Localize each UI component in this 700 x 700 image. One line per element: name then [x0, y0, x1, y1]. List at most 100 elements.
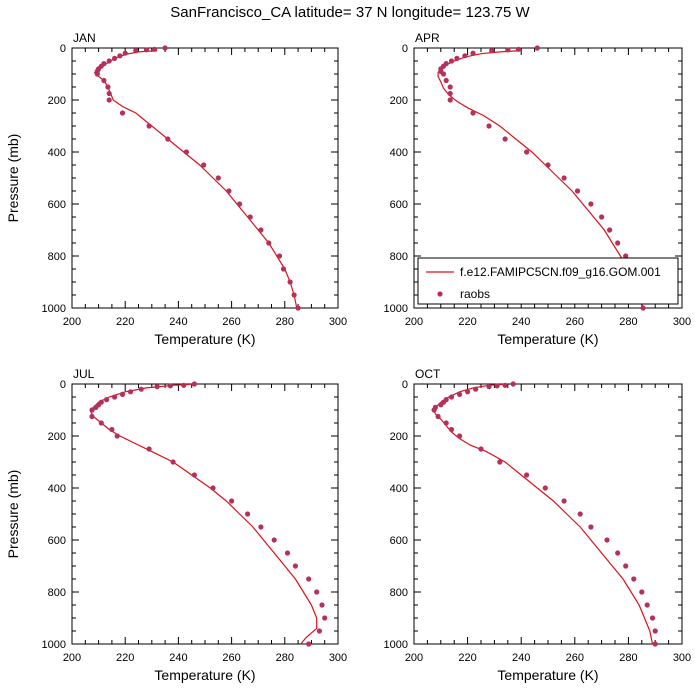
x-tick-label: 280 [276, 652, 294, 664]
raobs-point [561, 498, 567, 504]
raobs-point [623, 563, 629, 569]
y-tick-label: 1000 [42, 303, 66, 315]
x-tick-label: 300 [673, 316, 691, 328]
raobs-point [119, 110, 126, 116]
raobs-point [478, 446, 484, 452]
raobs-point [316, 628, 322, 634]
y-tick-label: 600 [48, 199, 66, 211]
y-tick-label: 0 [60, 379, 66, 391]
y-axis-label: Pressure (mb) [5, 470, 21, 559]
raobs-point [443, 420, 449, 426]
raobs-point [112, 394, 118, 400]
raobs-point [623, 253, 629, 259]
raobs-point [306, 576, 312, 582]
raobs-point [276, 253, 283, 259]
raobs-point [454, 55, 460, 62]
raobs-point [497, 459, 503, 465]
raobs-point [143, 47, 150, 53]
raobs-point [470, 50, 476, 56]
panel-label: OCT [415, 367, 441, 381]
y-tick-label: 400 [390, 483, 408, 495]
y-tick-label: 0 [402, 379, 408, 391]
x-tick-label: 260 [566, 652, 584, 664]
raobs-point [447, 97, 453, 103]
raobs-point [640, 305, 646, 311]
figure-title: SanFrancisco_CA latitude= 37 N longitude… [170, 4, 530, 21]
raobs-point [448, 58, 455, 64]
raobs-point [502, 136, 508, 142]
raobs-point [109, 426, 115, 433]
x-tick-label: 300 [329, 652, 347, 664]
raobs-point [93, 404, 99, 410]
raobs-point [291, 292, 297, 298]
y-tick-label: 200 [48, 431, 66, 443]
y-tick-label: 0 [60, 43, 66, 55]
raobs-point [105, 84, 111, 90]
raobs-point [431, 407, 437, 413]
raobs-point [447, 90, 453, 97]
raobs-point [191, 472, 197, 478]
raobs-point [280, 266, 287, 272]
raobs-point [258, 524, 264, 530]
raobs-point [89, 413, 95, 420]
raobs-point [292, 563, 298, 569]
raobs-point [266, 240, 272, 246]
y-tick-label: 800 [48, 587, 66, 599]
raobs-point [314, 589, 320, 595]
raobs-point [117, 53, 123, 59]
raobs-point [215, 175, 221, 181]
raobs-point [181, 382, 187, 388]
y-tick-label: 1000 [384, 639, 408, 651]
raobs-point [104, 397, 110, 403]
raobs-point [502, 382, 508, 388]
raobs-point [284, 550, 291, 556]
raobs-point [604, 537, 610, 543]
raobs-point [146, 446, 152, 452]
raobs-point [119, 391, 126, 397]
plot-frame [413, 383, 683, 645]
raobs-point [561, 175, 567, 181]
x-tick-label: 280 [619, 316, 637, 328]
raobs-point [271, 537, 277, 543]
raobs-point [473, 386, 479, 392]
y-tick-label: 600 [48, 535, 66, 547]
raobs-point [287, 279, 293, 285]
x-tick-label: 240 [169, 316, 187, 328]
panel-label: APR [415, 31, 440, 45]
raobs-point [89, 407, 95, 413]
raobs-point [165, 136, 171, 142]
raobs-point [245, 511, 251, 517]
model-profile-line [433, 384, 654, 644]
raobs-point [631, 576, 637, 582]
legend-box [417, 257, 679, 305]
y-tick-label: 200 [390, 431, 408, 443]
model-profile-line [89, 384, 318, 644]
raobs-point [106, 90, 112, 97]
raobs-point [101, 77, 107, 84]
panel-label: JUL [73, 367, 95, 381]
x-tick-label: 280 [276, 316, 294, 328]
raobs-point [237, 201, 243, 207]
raobs-point [133, 48, 139, 54]
y-tick-label: 400 [48, 147, 66, 159]
y-tick-label: 1000 [42, 639, 66, 651]
raobs-point [191, 381, 197, 387]
y-axis-label: Pressure (mb) [5, 134, 21, 223]
raobs-point [306, 641, 312, 647]
raobs-point [615, 550, 621, 556]
raobs-point [644, 602, 650, 608]
raobs-point [588, 201, 594, 207]
raobs-point [247, 214, 253, 220]
raobs-point [462, 53, 468, 59]
x-tick-label: 240 [512, 316, 530, 328]
raobs-point [510, 381, 516, 387]
x-axis-label: Temperature (K) [154, 667, 255, 683]
raobs-point [146, 123, 152, 129]
raobs-point [106, 58, 112, 64]
x-tick-label: 240 [512, 652, 530, 664]
x-tick-label: 200 [405, 316, 423, 328]
raobs-point [443, 77, 449, 84]
raobs-point [470, 110, 476, 116]
x-tick-label: 260 [566, 316, 584, 328]
raobs-point [226, 188, 232, 194]
